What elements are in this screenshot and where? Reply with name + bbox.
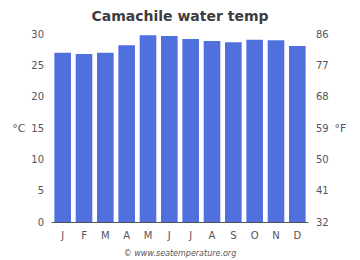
svg-text:86: 86 bbox=[316, 29, 329, 40]
svg-text:5: 5 bbox=[38, 185, 44, 196]
svg-text:50: 50 bbox=[316, 154, 329, 165]
svg-text:20: 20 bbox=[31, 91, 44, 102]
svg-text:°C: °C bbox=[12, 122, 26, 135]
svg-text:10: 10 bbox=[31, 154, 44, 165]
svg-text:59: 59 bbox=[316, 123, 329, 134]
svg-text:30: 30 bbox=[31, 29, 44, 40]
svg-text:M: M bbox=[144, 230, 153, 241]
svg-text:77: 77 bbox=[316, 60, 329, 71]
svg-text:F: F bbox=[81, 230, 87, 241]
svg-text:D: D bbox=[293, 230, 301, 241]
svg-text:N: N bbox=[272, 230, 279, 241]
svg-text:68: 68 bbox=[316, 91, 329, 102]
svg-text:0: 0 bbox=[38, 217, 44, 228]
svg-text:O: O bbox=[251, 230, 259, 241]
svg-text:A: A bbox=[123, 230, 130, 241]
svg-text:S: S bbox=[230, 230, 236, 241]
svg-text:°F: °F bbox=[335, 122, 347, 135]
svg-text:41: 41 bbox=[316, 185, 329, 196]
svg-text:J: J bbox=[167, 230, 171, 241]
svg-text:Camachile water temp: Camachile water temp bbox=[91, 8, 268, 24]
svg-text:J: J bbox=[188, 230, 192, 241]
svg-text:32: 32 bbox=[316, 217, 329, 228]
svg-text:15: 15 bbox=[31, 123, 44, 134]
svg-text:© www.seatemperature.org: © www.seatemperature.org bbox=[124, 249, 236, 258]
svg-text:A: A bbox=[209, 230, 216, 241]
svg-text:25: 25 bbox=[31, 60, 44, 71]
svg-text:M: M bbox=[101, 230, 110, 241]
svg-text:J: J bbox=[60, 230, 64, 241]
